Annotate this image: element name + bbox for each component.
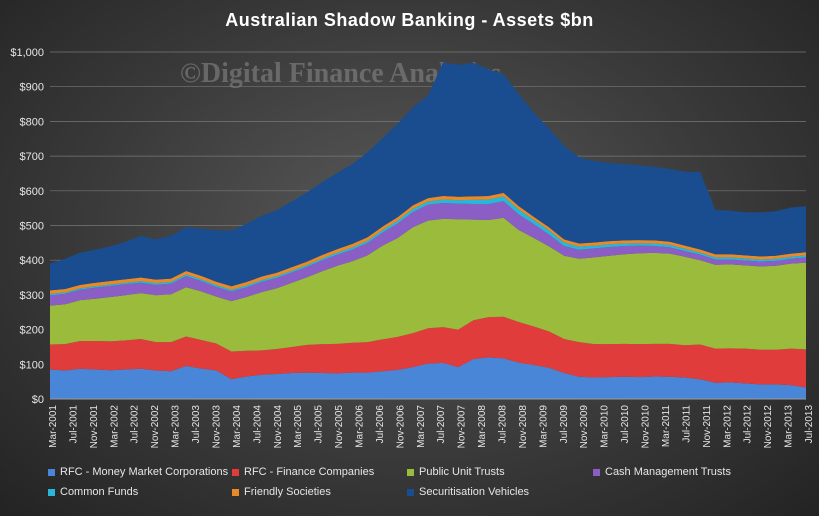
x-tick-label: Mar-2002 (109, 405, 120, 448)
area-public-unit-trusts (50, 217, 806, 352)
y-tick-label: $500 (20, 221, 44, 233)
x-tick-label: Jul-2008 (498, 405, 509, 444)
x-tick-label: Jul-2001 (68, 405, 79, 444)
legend-item: Cash Management Trusts (593, 466, 793, 478)
x-tick-label: Nov-2005 (334, 405, 345, 449)
x-tick-label: Mar-2009 (538, 405, 549, 448)
x-tick-label: Mar-2011 (661, 405, 672, 447)
y-tick-label: $200 (20, 325, 44, 337)
legend-label: Cash Management Trusts (605, 466, 731, 478)
x-tick-label: Mar-2005 (293, 405, 304, 448)
legend-item: Securitisation Vehicles (407, 486, 593, 498)
legend-swatch (593, 468, 600, 476)
x-tick-label: Jul-2012 (743, 405, 754, 444)
legend-swatch (232, 468, 239, 476)
x-tick-label: Nov-2006 (395, 405, 406, 449)
y-tick-label: $400 (20, 255, 44, 267)
x-tick-label: Mar-2001 (48, 405, 59, 448)
legend-item: Friendly Societies (232, 486, 407, 498)
x-tick-label: Jul-2005 (314, 405, 325, 444)
area-friendly-societies (50, 192, 806, 294)
y-tick-label: $1,000 (10, 47, 44, 59)
x-tick-label: Nov-2012 (763, 405, 774, 449)
x-tick-label: Mar-2013 (784, 405, 795, 448)
chart-title: Australian Shadow Banking - Assets $bn (225, 10, 594, 30)
x-tick-label: Nov-2007 (457, 405, 468, 449)
x-tick-label: Mar-2004 (232, 405, 243, 448)
x-tick-label: Nov-2009 (579, 405, 590, 449)
y-tick-label: $700 (20, 151, 44, 163)
area-rfc-money-market-corporations (50, 357, 806, 399)
y-tick-label: $0 (32, 394, 44, 406)
x-tick-label: Mar-2006 (354, 405, 365, 448)
x-tick-label: Mar-2008 (477, 405, 488, 448)
legend-swatch (232, 488, 239, 496)
x-tick-label: Jul-2013 (804, 405, 815, 444)
area-cash-management-trusts (50, 201, 806, 306)
legend: RFC - Money Market Corporations RFC - Fin… (48, 466, 808, 498)
x-tick-label: Nov-2003 (211, 405, 222, 449)
x-tick-label: Jul-2004 (252, 405, 263, 444)
legend-label: Public Unit Trusts (419, 466, 505, 478)
x-tick-label: Jul-2003 (191, 405, 202, 444)
legend-label: Friendly Societies (244, 486, 331, 498)
legend-item: RFC - Finance Companies (232, 466, 407, 478)
x-tick-label: Jul-2006 (375, 405, 386, 444)
x-tick-label: Jul-2011 (681, 405, 692, 443)
legend-label: RFC - Finance Companies (244, 466, 375, 478)
x-tick-label: Nov-2004 (273, 405, 284, 449)
x-tick-label: Jul-2009 (559, 405, 570, 444)
y-tick-label: $800 (20, 116, 44, 128)
x-tick-label: Jul-2007 (436, 405, 447, 444)
y-tick-label: $300 (20, 290, 44, 302)
x-tick-label: Jul-2002 (130, 405, 141, 444)
x-tick-label: Nov-2011 (702, 405, 713, 448)
legend-swatch (48, 468, 55, 476)
y-tick-label: $900 (20, 82, 44, 94)
legend-label: Common Funds (60, 486, 139, 498)
area-rfc-finance-companies (50, 316, 806, 388)
x-tick-label: Mar-2010 (600, 405, 611, 448)
x-tick-label: Jul-2010 (620, 405, 631, 444)
legend-item: Common Funds (48, 486, 232, 498)
legend-swatch (48, 488, 55, 496)
y-tick-label: $100 (20, 359, 44, 371)
y-tick-label: $600 (20, 186, 44, 198)
area-common-funds (50, 196, 806, 296)
x-tick-label: Mar-2007 (416, 405, 427, 448)
legend-item: RFC - Money Market Corporations (48, 466, 232, 478)
x-tick-label: Mar-2012 (722, 405, 733, 448)
legend-swatch (407, 488, 414, 496)
x-tick-label: Nov-2010 (641, 405, 652, 449)
legend-swatch (407, 468, 414, 476)
x-tick-label: Nov-2002 (150, 405, 161, 449)
legend-item: Public Unit Trusts (407, 466, 593, 478)
legend-label: RFC - Money Market Corporations (60, 466, 229, 478)
x-tick-label: Nov-2008 (518, 405, 529, 449)
area-securitisation-vehicles (50, 62, 806, 291)
x-tick-label: Nov-2001 (89, 405, 100, 449)
legend-label: Securitisation Vehicles (419, 486, 530, 498)
x-tick-label: Mar-2003 (171, 405, 182, 448)
